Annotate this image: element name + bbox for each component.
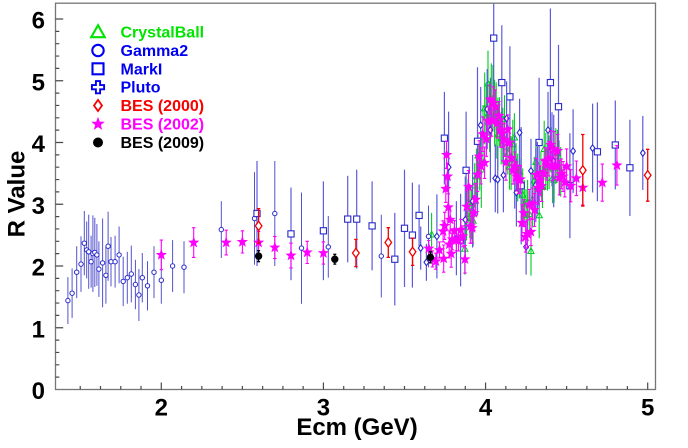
svg-text:Ecm (GeV): Ecm (GeV)	[296, 414, 417, 441]
svg-text:BES (2009): BES (2009)	[121, 135, 205, 152]
svg-text:3: 3	[32, 193, 45, 220]
svg-text:6: 6	[32, 8, 45, 35]
svg-text:BES (2002): BES (2002)	[121, 117, 205, 134]
svg-text:CrystalBall: CrystalBall	[121, 25, 205, 42]
svg-text:4: 4	[479, 395, 493, 422]
svg-text:2: 2	[155, 395, 168, 422]
svg-text:Gamma2: Gamma2	[121, 43, 189, 60]
svg-text:5: 5	[641, 395, 654, 422]
svg-text:5: 5	[32, 69, 45, 96]
svg-text:BES (2000): BES (2000)	[121, 98, 205, 115]
svg-text:Pluto: Pluto	[121, 80, 161, 97]
svg-text:3: 3	[317, 395, 330, 422]
svg-text:R Value: R Value	[3, 151, 30, 238]
svg-text:MarkI: MarkI	[121, 61, 163, 78]
svg-text:4: 4	[32, 131, 46, 158]
svg-text:2: 2	[32, 255, 45, 282]
svg-text:1: 1	[32, 316, 45, 343]
svg-text:0: 0	[32, 378, 45, 405]
